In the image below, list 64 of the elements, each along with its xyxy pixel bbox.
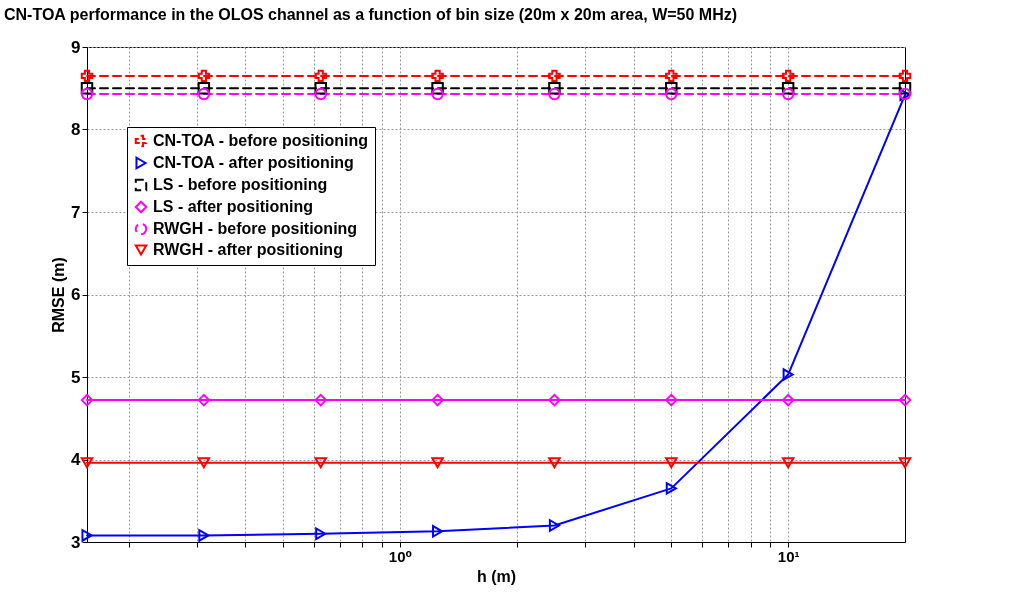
point: [548, 393, 561, 407]
point: [80, 69, 94, 83]
point: [548, 69, 561, 83]
chart-title: CN-TOA performance in the OLOS channel as a function of bin size (20m x 20m area, W=50 MHz): [4, 6, 739, 24]
point: [80, 457, 94, 469]
point: [665, 457, 678, 469]
point: [314, 457, 327, 469]
point: [781, 69, 795, 83]
point: [432, 525, 444, 538]
point: [197, 457, 211, 469]
point: [898, 393, 912, 407]
point: [80, 87, 94, 101]
point: [898, 69, 912, 83]
point: [197, 69, 211, 83]
point: [548, 457, 561, 469]
point: [314, 87, 327, 101]
legend-label: LS - before positioning: [153, 176, 328, 193]
x-axis-title: h (m): [476, 567, 517, 585]
point: [431, 457, 444, 469]
point: [665, 482, 677, 495]
point: [197, 87, 211, 101]
point: [80, 82, 94, 95]
point: [431, 87, 444, 101]
point: [315, 527, 327, 540]
point: [197, 393, 211, 407]
point: [314, 393, 327, 407]
point: [431, 393, 444, 407]
point: [431, 82, 444, 95]
point: [314, 82, 327, 95]
x-tick-label: 10⁰: [388, 547, 413, 565]
point: [548, 82, 561, 95]
point: [314, 69, 327, 83]
point: [781, 87, 795, 101]
legend-label: RWGH - before positioning: [153, 220, 358, 237]
point: [665, 82, 678, 95]
point: [898, 457, 912, 469]
point: [80, 393, 94, 407]
legend-label: CN-TOA - after positioning: [153, 154, 354, 171]
y-tick-label: 6: [71, 285, 81, 304]
point: [781, 393, 795, 407]
point: [665, 87, 678, 101]
point: [197, 82, 211, 95]
point: [781, 82, 795, 95]
point: [198, 529, 210, 542]
y-tick-label: 3: [71, 532, 81, 552]
x-tick-label: 10¹: [777, 547, 800, 565]
y-tick-label: 5: [71, 367, 81, 387]
y-tick-label: 9: [71, 37, 81, 57]
point: [665, 393, 678, 407]
legend-label: CN-TOA - before positioning: [153, 132, 369, 149]
y-tick-label: 4: [71, 450, 82, 469]
y-tick-label: 7: [71, 202, 81, 222]
legend-label: RWGH - after positioning: [153, 241, 343, 258]
point: [782, 368, 794, 381]
y-axis-title: RMSE (m): [50, 257, 68, 333]
legend-label: LS - after positioning: [153, 198, 313, 215]
point: [898, 82, 912, 95]
point: [548, 519, 560, 532]
point: [665, 69, 678, 83]
point: [548, 87, 561, 101]
point: [81, 529, 93, 542]
point: [781, 457, 795, 469]
y-tick-label: 8: [71, 120, 81, 139]
point: [431, 69, 444, 83]
